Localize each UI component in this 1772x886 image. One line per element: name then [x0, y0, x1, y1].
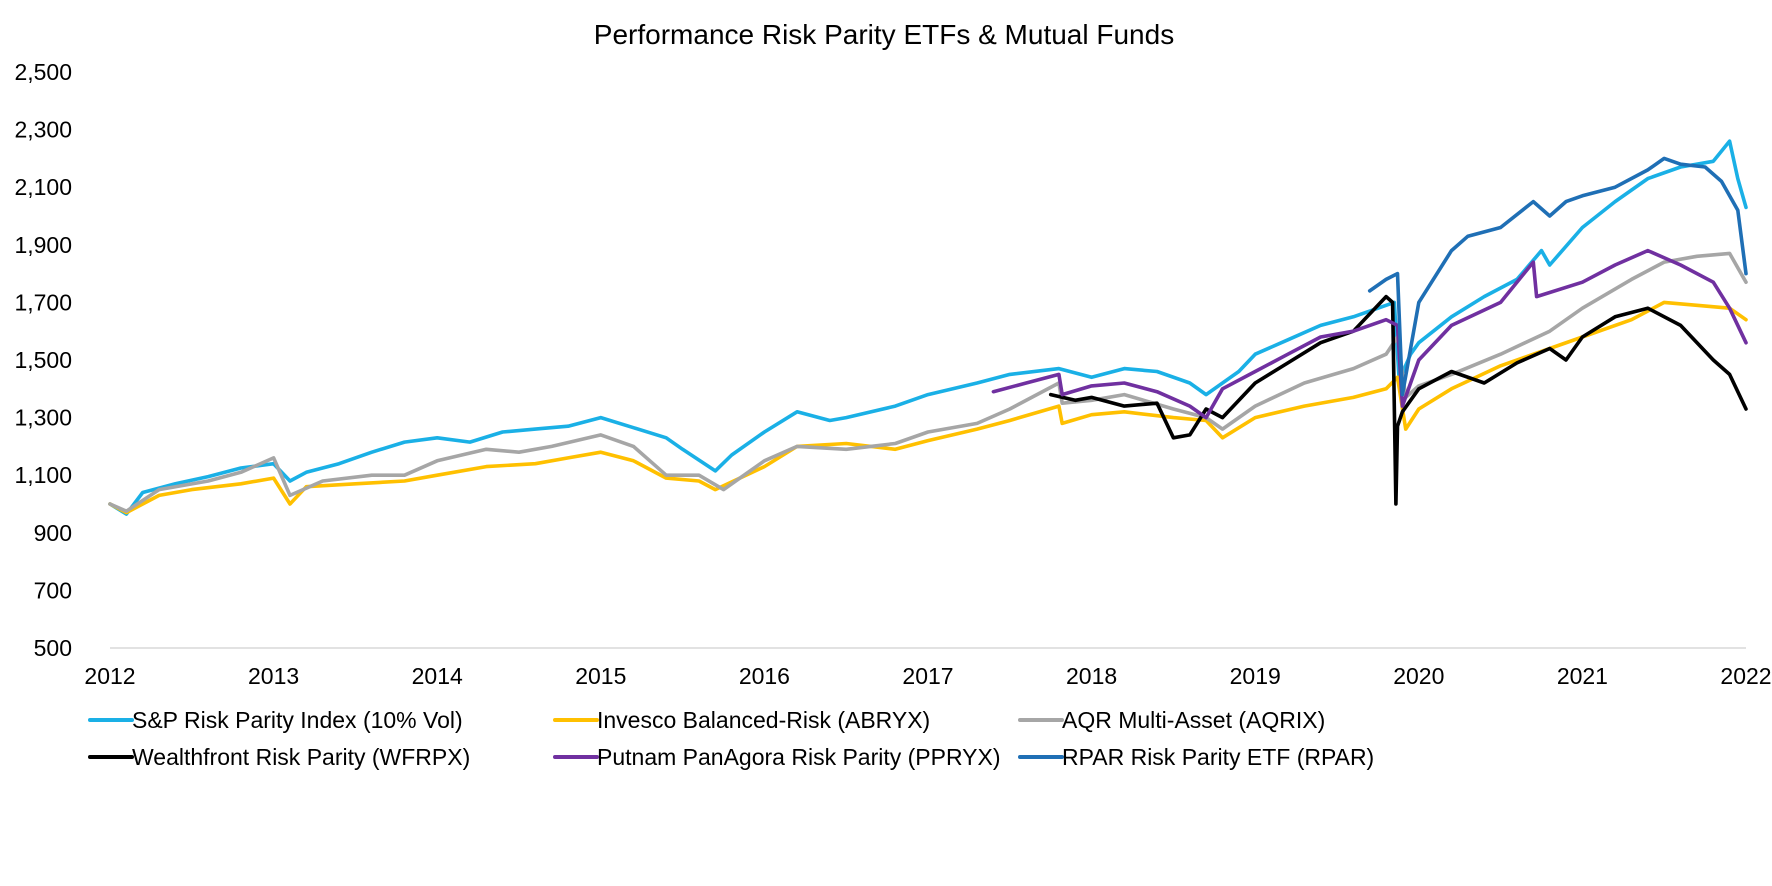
legend: S&P Risk Parity Index (10% Vol) Invesco B… [88, 707, 1374, 770]
x-tick-label: 2015 [575, 663, 626, 689]
series-line-2 [108, 300, 1748, 515]
x-axis: 2012 2013 2014 2015 2016 2017 2018 2019 2020 2021… [84, 647, 1772, 689]
series-lines [108, 139, 1748, 516]
y-tick-label: 1,700 [14, 289, 72, 315]
legend-label: Wealthfront Risk Parity (WFRPX) [132, 744, 470, 770]
y-tick-label: 700 [34, 577, 72, 603]
x-tick-label: 2013 [248, 663, 299, 689]
series-line-5 [991, 248, 1748, 420]
series-line-4 [1048, 294, 1748, 506]
y-tick-label: 2,500 [14, 59, 72, 85]
legend-label: RPAR Risk Parity ETF (RPAR) [1062, 744, 1374, 770]
x-tick-label: 2022 [1720, 663, 1771, 689]
x-tick-label: 2016 [739, 663, 790, 689]
y-tick-label: 1,100 [14, 462, 72, 488]
legend-label: AQR Multi-Asset (AQRIX) [1062, 707, 1325, 733]
y-tick-label: 1,900 [14, 232, 72, 258]
legend-item: S&P Risk Parity Index (10% Vol) [88, 707, 463, 733]
legend-item: Wealthfront Risk Parity (WFRPX) [88, 744, 470, 770]
legend-label: Invesco Balanced-Risk (ABRYX) [597, 707, 930, 733]
legend-item: RPAR Risk Parity ETF (RPAR) [1018, 744, 1374, 770]
x-tick-label: 2019 [1230, 663, 1281, 689]
x-tick-label: 2017 [902, 663, 953, 689]
series-line-6 [1367, 156, 1748, 397]
legend-item: Invesco Balanced-Risk (ABRYX) [553, 707, 930, 733]
y-tick-label: 1,500 [14, 347, 72, 373]
x-tick-label: 2014 [412, 663, 463, 689]
legend-label: Putnam PanAgora Risk Parity (PPRYX) [597, 744, 1001, 770]
x-tick-label: 2018 [1066, 663, 1117, 689]
chart-title: Performance Risk Parity ETFs & Mutual Fu… [594, 19, 1174, 50]
y-tick-label: 900 [34, 520, 72, 546]
legend-label: S&P Risk Parity Index (10% Vol) [132, 707, 463, 733]
series-line-1 [108, 139, 1748, 516]
legend-item: AQR Multi-Asset (AQRIX) [1018, 707, 1325, 733]
x-tick-label: 2012 [84, 663, 135, 689]
series-line-3 [108, 251, 1748, 514]
y-tick-label: 2,100 [14, 174, 72, 200]
y-tick-label: 500 [34, 635, 72, 661]
x-tick-label: 2020 [1393, 663, 1444, 689]
y-tick-label: 1,300 [14, 405, 72, 431]
legend-item: Putnam PanAgora Risk Parity (PPRYX) [553, 744, 1001, 770]
x-tick-label: 2021 [1557, 663, 1608, 689]
y-axis-ticks: 500 700 900 1,100 1,300 1,500 1,700 1,900 2,100 2… [14, 59, 72, 661]
y-tick-label: 2,300 [14, 117, 72, 143]
